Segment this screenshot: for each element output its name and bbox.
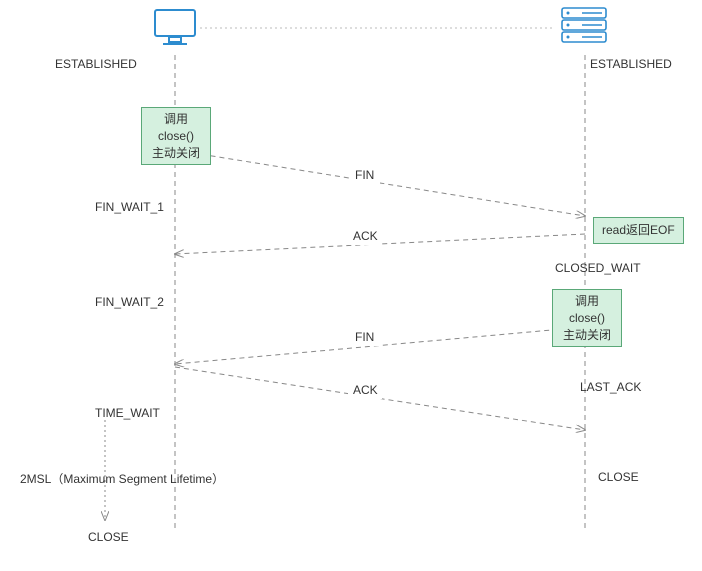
client-time-wait-label: TIME_WAIT [95, 406, 160, 420]
server-read-eof-label: read返回EOF [602, 223, 675, 237]
server-established-label: ESTABLISHED [590, 57, 672, 71]
msg-ack1-label: ACK [353, 229, 378, 243]
server-close-action-line2: 主动关闭 [561, 327, 613, 344]
client-close-action-line1: 调用close() [150, 111, 202, 145]
server-close-action-box: 调用close() 主动关闭 [552, 289, 622, 347]
server-read-eof-box: read返回EOF [593, 217, 684, 244]
server-closed-wait-label: CLOSED_WAIT [555, 261, 641, 275]
client-monitor-icon [155, 10, 195, 44]
server-close-label: CLOSE [598, 470, 639, 484]
msg-fin1-label: FIN [355, 168, 374, 182]
server-icon [562, 8, 606, 42]
client-fin-wait-2-label: FIN_WAIT_2 [95, 295, 164, 309]
client-2msl-label: 2MSL（Maximum Segment Lifetime） [20, 470, 224, 487]
client-close-action-box: 调用close() 主动关闭 [141, 107, 211, 165]
client-established-label: ESTABLISHED [55, 57, 137, 71]
tcp-close-sequence-diagram: ESTABLISHED FIN_WAIT_1 FIN_WAIT_2 TIME_W… [0, 0, 702, 571]
msg-fin2-label: FIN [355, 330, 374, 344]
client-close-label: CLOSE [88, 530, 129, 544]
server-close-action-line1: 调用close() [561, 293, 613, 327]
msg-ack2-label: ACK [353, 383, 378, 397]
client-close-action-line2: 主动关闭 [150, 145, 202, 162]
server-last-ack-label: LAST_ACK [580, 380, 641, 394]
client-fin-wait-1-label: FIN_WAIT_1 [95, 200, 164, 214]
